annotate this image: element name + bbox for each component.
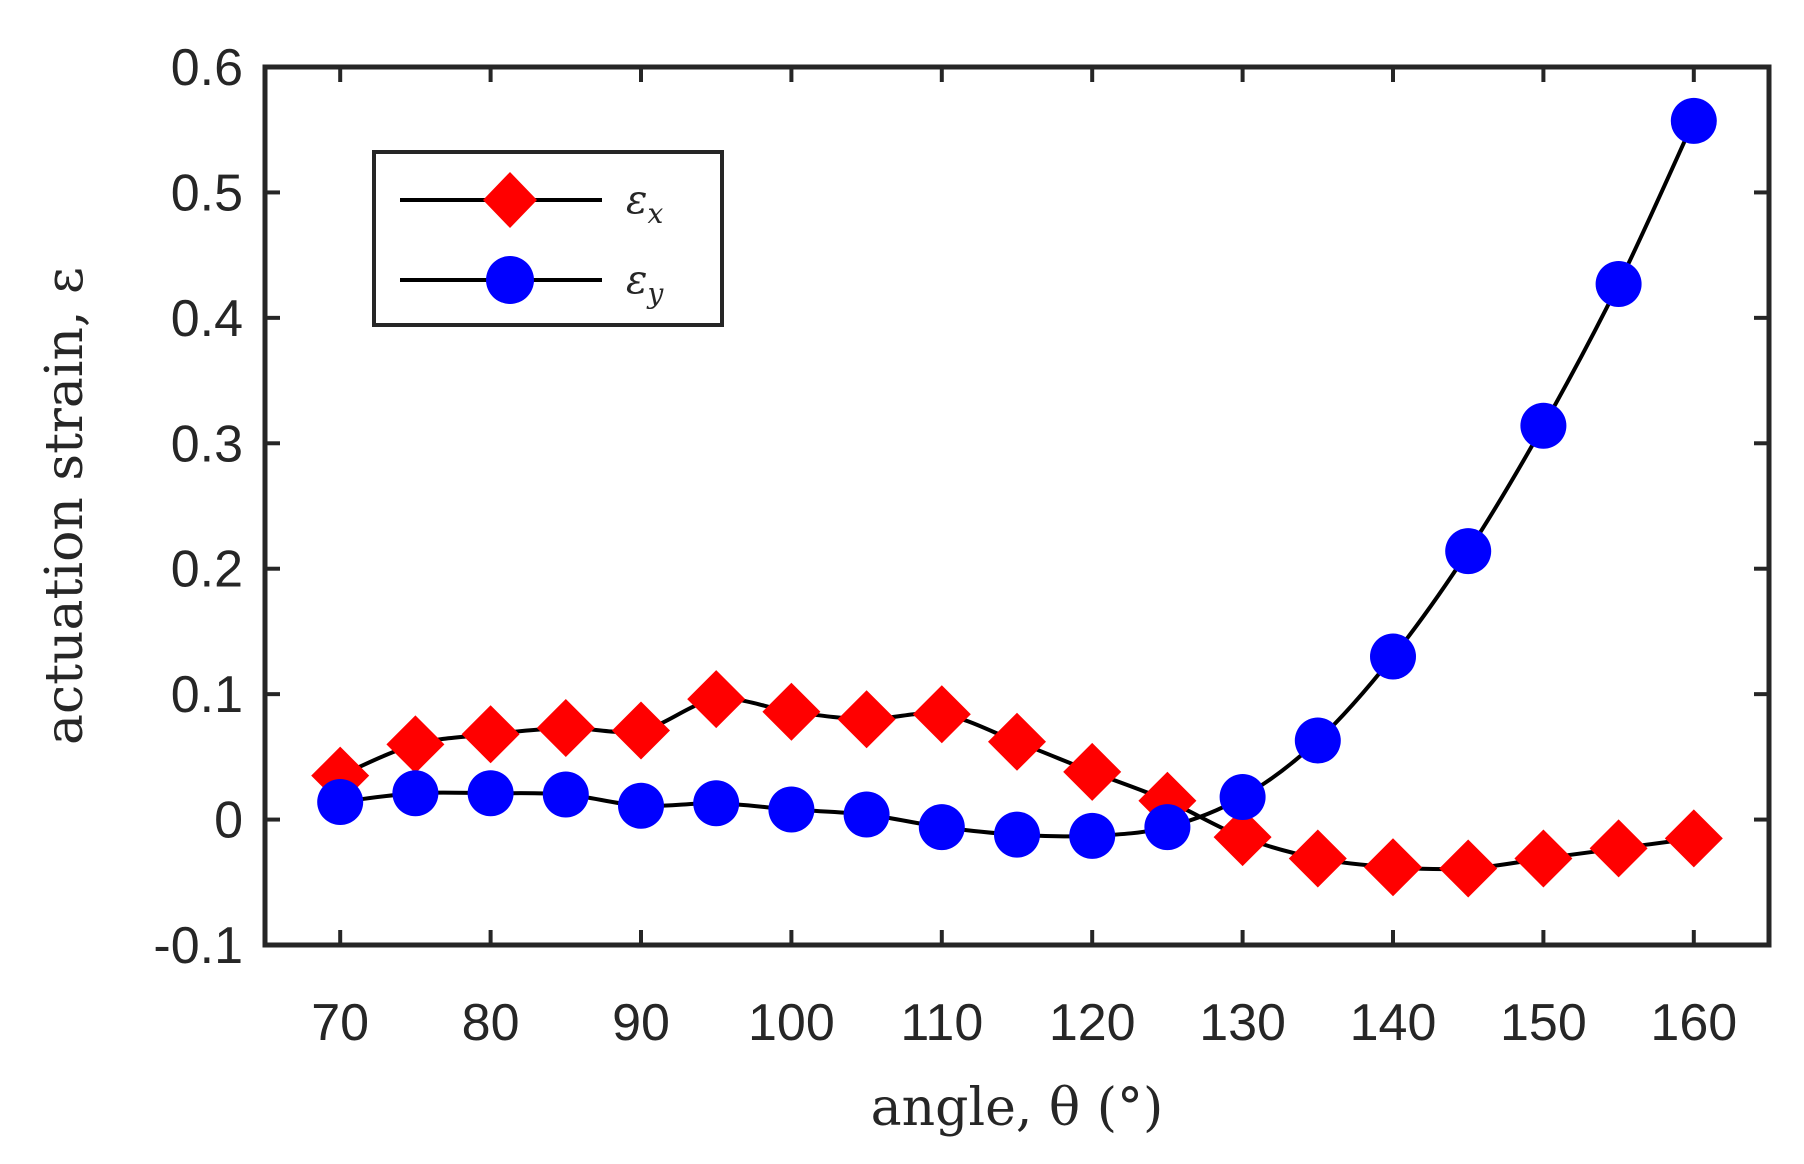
data-point-ex — [1664, 809, 1723, 868]
data-point-ey — [1219, 773, 1266, 820]
x-tick-label: 70 — [311, 994, 369, 1052]
y-tick-label: 0.3 — [171, 415, 243, 473]
data-point-ex — [687, 670, 746, 729]
x-axis-label: angle, θ (°) — [871, 1078, 1164, 1138]
data-point-ey — [693, 780, 740, 827]
data-point-ey — [467, 770, 514, 817]
x-tick-label: 120 — [1049, 994, 1136, 1052]
data-point-ey — [618, 782, 664, 829]
x-tick-label: 90 — [612, 994, 670, 1052]
x-tick-label: 160 — [1650, 994, 1737, 1052]
legend: εx εy — [372, 150, 724, 327]
data-point-ex — [461, 705, 520, 764]
data-point-ex — [536, 699, 595, 758]
x-tick-label: 140 — [1350, 994, 1437, 1052]
legend-marker-ex — [483, 172, 537, 228]
y-axis-label: actuation strain, ε — [35, 267, 95, 745]
x-tick-label: 130 — [1199, 994, 1286, 1052]
data-point-ex — [1514, 829, 1573, 888]
data-point-ey — [1595, 260, 1642, 307]
data-point-ey — [1069, 812, 1116, 859]
data-point-ey — [392, 770, 439, 817]
data-point-ey — [1445, 528, 1492, 575]
data-point-ey — [1670, 97, 1717, 144]
data-point-ex — [1439, 839, 1498, 898]
y-tick-label: -0.1 — [153, 917, 243, 975]
data-point-ex — [1589, 819, 1648, 878]
x-tick-label: 100 — [748, 994, 835, 1052]
data-point-ex — [912, 685, 971, 744]
legend-label-ex: εx — [626, 177, 663, 230]
data-point-ey — [918, 804, 965, 851]
legend-label-ey: εy — [626, 257, 664, 310]
data-point-ex — [1364, 838, 1422, 897]
y-tick-label: 0.2 — [171, 541, 243, 599]
data-point-ey — [317, 779, 364, 826]
data-point-ey — [843, 791, 890, 838]
data-point-ey — [1520, 402, 1567, 449]
data-point-ex — [762, 682, 821, 741]
series-markers — [311, 97, 1723, 898]
series-layer — [311, 97, 1723, 898]
y-tick-label: 0.5 — [171, 164, 243, 222]
data-point-ex — [386, 715, 445, 774]
data-point-ex — [1063, 742, 1122, 801]
tick-labels-layer: 70 80 90 100 110 120 130 140 150 160 -0.1 0 0.1 0.2 0.… — [153, 39, 1737, 1052]
legend-box — [372, 150, 724, 327]
y-tick-label: 0.1 — [171, 666, 243, 724]
data-point-ex — [1288, 829, 1347, 888]
data-point-ex — [1213, 808, 1272, 867]
legend-marker-ey — [486, 256, 534, 304]
data-point-ey — [1144, 804, 1191, 851]
y-tick-label: 0.6 — [171, 39, 243, 97]
data-point-ex — [612, 701, 670, 760]
x-tick-label: 110 — [900, 994, 983, 1052]
x-tick-label: 80 — [462, 994, 520, 1052]
data-point-ex — [837, 690, 896, 749]
y-tick-label: 0.4 — [171, 290, 243, 348]
x-tick-label: 150 — [1500, 994, 1587, 1052]
y-tick-label: 0 — [214, 792, 243, 850]
series-markers-ey — [317, 97, 1717, 859]
plot-area-frame — [262, 64, 1772, 948]
data-point-ey — [1294, 717, 1341, 764]
data-point-ex — [988, 712, 1046, 771]
data-point-ey — [542, 771, 589, 818]
data-point-ey — [768, 786, 815, 833]
data-point-ey — [994, 811, 1040, 858]
data-point-ey — [1370, 633, 1416, 680]
